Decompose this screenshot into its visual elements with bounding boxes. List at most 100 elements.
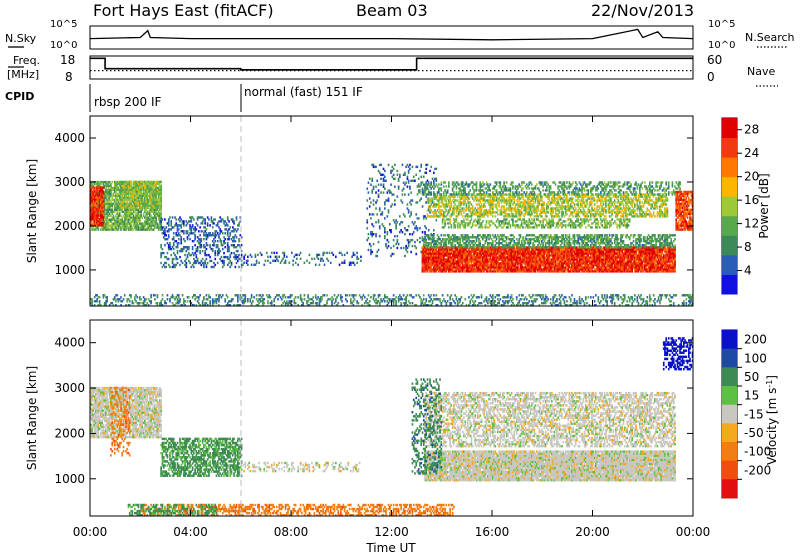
heat-cell bbox=[107, 196, 110, 200]
heat-cell bbox=[145, 180, 147, 184]
heat-cell bbox=[180, 240, 183, 243]
heat-cell bbox=[107, 190, 110, 194]
heat-cell bbox=[152, 218, 155, 221]
heat-cell bbox=[93, 186, 96, 189]
heat-cell bbox=[116, 222, 119, 225]
heat-cell bbox=[96, 180, 98, 184]
heat-cell bbox=[98, 184, 101, 188]
heat-cell bbox=[167, 263, 170, 267]
heat-cell bbox=[283, 251, 286, 255]
heat-cell bbox=[149, 218, 151, 221]
heat-cell bbox=[98, 194, 101, 197]
heat-cell bbox=[110, 186, 112, 190]
heat-cell bbox=[101, 220, 103, 223]
heat-cell bbox=[122, 222, 125, 225]
heat-cell bbox=[155, 206, 157, 209]
heat-cell bbox=[157, 216, 160, 219]
heat-cell bbox=[205, 232, 208, 235]
heat-cell bbox=[137, 226, 140, 229]
heat-cell bbox=[105, 180, 107, 184]
heat-cell bbox=[101, 190, 103, 193]
heat-cell bbox=[159, 222, 161, 225]
heat-cell bbox=[123, 184, 126, 187]
heat-cell bbox=[317, 257, 320, 260]
heat-cell bbox=[113, 224, 116, 227]
heat-cell bbox=[157, 226, 160, 229]
heat-cell bbox=[145, 204, 147, 207]
heat-cell bbox=[93, 208, 96, 211]
heat-cell bbox=[92, 214, 95, 217]
heat-cell bbox=[146, 224, 149, 227]
heat-cell bbox=[100, 222, 102, 225]
heat-cell bbox=[106, 224, 108, 227]
heat-cell bbox=[92, 226, 95, 229]
heat-cell bbox=[144, 198, 146, 201]
heat-cell bbox=[146, 204, 149, 207]
heat-cell bbox=[102, 228, 105, 231]
heat-cell bbox=[142, 214, 145, 217]
heat-cell bbox=[424, 266, 426, 269]
heat-cell bbox=[177, 228, 180, 231]
heat-cell bbox=[376, 179, 379, 182]
heat-cell bbox=[441, 246, 444, 249]
heat-cell bbox=[132, 190, 135, 193]
heat-cell bbox=[91, 196, 93, 199]
heat-cell bbox=[102, 196, 105, 199]
heat-cell bbox=[225, 228, 228, 231]
heat-cell bbox=[112, 216, 115, 219]
heat-cell bbox=[211, 265, 214, 269]
heat-cell bbox=[106, 198, 108, 202]
heat-cell bbox=[410, 250, 412, 254]
heat-cell bbox=[145, 186, 147, 189]
heat-cell bbox=[433, 266, 435, 269]
heat-cell bbox=[445, 246, 448, 249]
heat-cell bbox=[166, 257, 169, 261]
heat-cell bbox=[200, 244, 203, 247]
heat-cell bbox=[157, 228, 160, 231]
heat-cell bbox=[90, 214, 92, 217]
heat-cell bbox=[429, 264, 431, 267]
heat-cell bbox=[95, 202, 97, 205]
heat-cell bbox=[97, 198, 100, 201]
heat-cell bbox=[159, 212, 161, 215]
heat-cell bbox=[140, 206, 142, 209]
heat-cell bbox=[134, 200, 136, 203]
heat-cell bbox=[147, 218, 150, 221]
heat-cell bbox=[380, 163, 382, 167]
heat-cell bbox=[166, 230, 169, 233]
heat-cell bbox=[97, 204, 100, 207]
heat-cell bbox=[157, 206, 160, 209]
heat-cell bbox=[216, 244, 219, 247]
heat-cell bbox=[219, 240, 222, 243]
heat-cell bbox=[245, 259, 248, 262]
heat-cell bbox=[134, 204, 136, 207]
heat-cell bbox=[438, 260, 440, 263]
heat-cell bbox=[215, 224, 218, 227]
heat-cell bbox=[204, 220, 206, 223]
heat-cell bbox=[103, 180, 106, 184]
heat-cell bbox=[405, 229, 407, 232]
heat-cell bbox=[229, 226, 232, 229]
heat-cell bbox=[157, 202, 160, 205]
heat-cell bbox=[134, 184, 136, 187]
heat-cell bbox=[126, 186, 129, 190]
heat-cell bbox=[146, 194, 149, 198]
heat-cell bbox=[434, 252, 436, 255]
heat-cell bbox=[198, 216, 200, 219]
heat-cell bbox=[204, 234, 206, 237]
heat-cell bbox=[180, 238, 183, 241]
heat-cell bbox=[218, 251, 220, 255]
heat-cell bbox=[389, 223, 391, 226]
heat-cell bbox=[422, 250, 425, 253]
heat-cell bbox=[105, 218, 107, 221]
heat-cell bbox=[421, 254, 424, 257]
heat-cell bbox=[377, 240, 380, 244]
heat-cell bbox=[132, 224, 135, 227]
heat-cell bbox=[175, 232, 178, 235]
heat-cell bbox=[220, 242, 223, 245]
heat-cell bbox=[159, 214, 161, 217]
heat-cell bbox=[186, 230, 189, 233]
heat-cell bbox=[435, 260, 438, 263]
heat-cell bbox=[145, 184, 147, 188]
heat-cell bbox=[215, 230, 218, 233]
